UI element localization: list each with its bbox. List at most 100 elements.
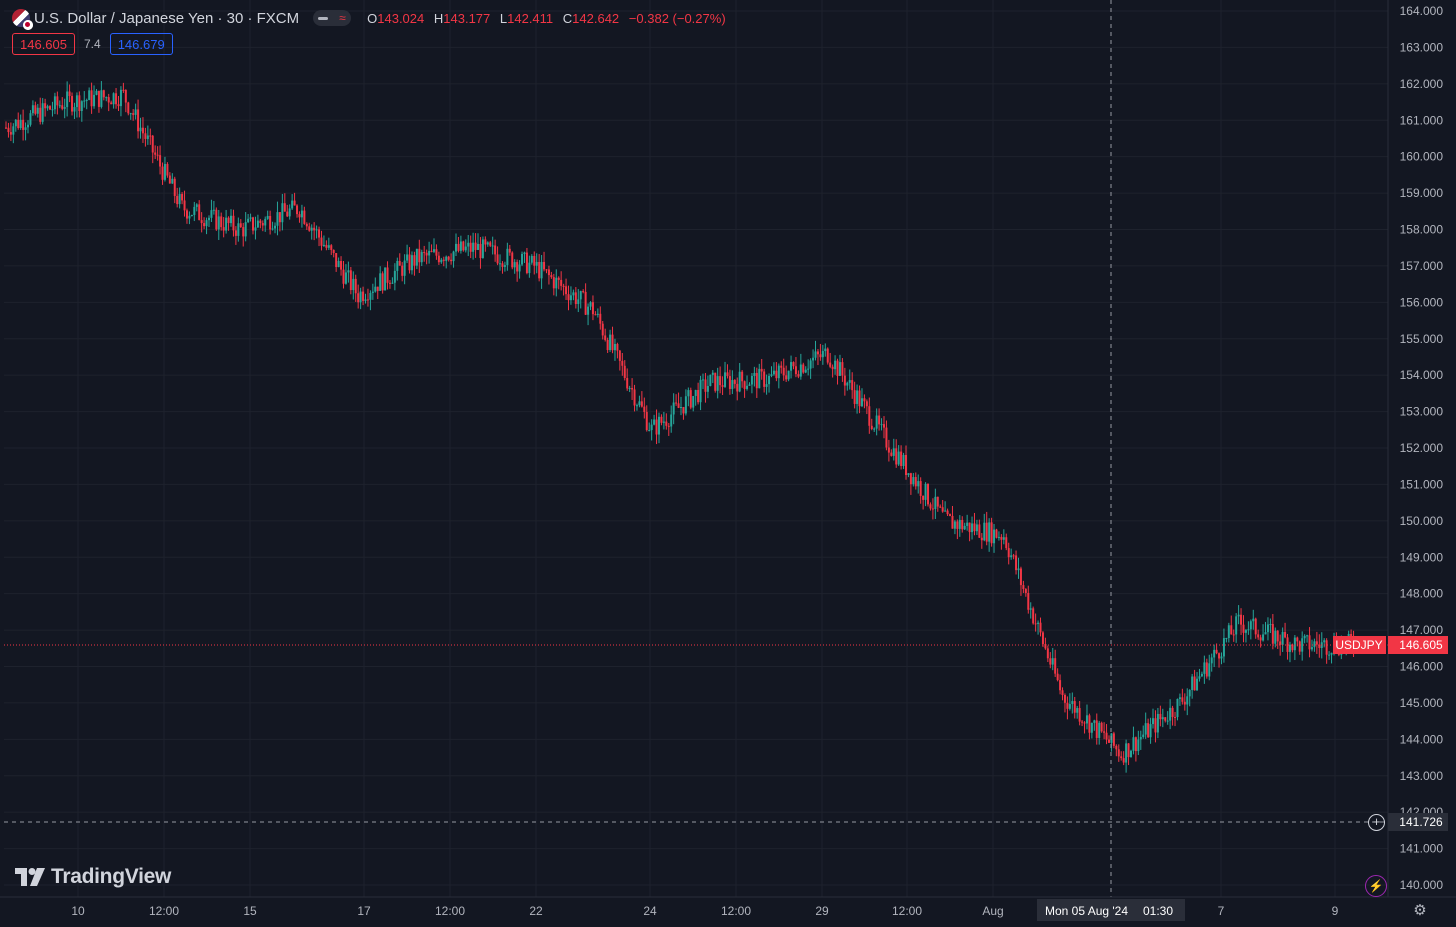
buy-button[interactable]: 146.679: [109, 33, 173, 55]
candle-body: [993, 529, 996, 544]
candle-body: [1218, 653, 1221, 659]
gear-icon[interactable]: ⚙: [1413, 902, 1427, 919]
candle-body: [491, 245, 494, 247]
time-tick-label: 12:00: [435, 904, 465, 918]
candle-body: [313, 227, 316, 231]
candle-body: [1306, 635, 1309, 637]
symbol-title[interactable]: U.S. Dollar / Japanese Yen · 30 · FXCM: [34, 9, 300, 27]
candle-body: [1213, 649, 1216, 658]
candle-body: [9, 132, 12, 135]
candle-body: [1242, 624, 1245, 633]
candle-body: [511, 252, 514, 268]
candle-body: [966, 522, 969, 526]
candle-body: [1252, 618, 1255, 622]
candle-body: [119, 89, 122, 107]
candle-body: [1225, 638, 1228, 640]
candle-body: [181, 194, 184, 201]
candle-body: [858, 390, 861, 407]
candle-body: [856, 390, 859, 404]
candle-body: [207, 217, 210, 221]
candle-body: [1281, 631, 1284, 645]
candle-body: [919, 481, 922, 496]
candle-body: [17, 119, 20, 129]
price-tick-label: 141.000: [1400, 842, 1444, 856]
candle-body: [760, 368, 763, 372]
add-alert-icon[interactable]: +: [1368, 814, 1385, 831]
candle-body: [978, 524, 981, 538]
candle-body: [675, 402, 678, 404]
candle-body: [513, 262, 516, 268]
sell-button[interactable]: 146.605: [12, 33, 75, 55]
candle-body: [286, 211, 289, 217]
candle-body: [256, 220, 259, 228]
candle-body: [1262, 634, 1265, 641]
candle-body: [193, 206, 196, 215]
candle-body: [41, 103, 44, 122]
candle-body: [261, 223, 264, 226]
price-tick-label: 151.000: [1400, 477, 1444, 491]
candle-body: [479, 243, 482, 259]
price-axis[interactable]: 164.000 163.000 162.000 161.000 160.000 159.0…: [1400, 4, 1444, 892]
time-axis[interactable]: 10 12:00 15 17 12:00 22 24 12:00 29 12:00 Aug 7 9: [71, 904, 1338, 918]
candle-body: [914, 477, 917, 487]
candle-body: [865, 401, 868, 407]
candle-body: [846, 382, 849, 386]
candle-body: [496, 254, 499, 264]
candle-body: [1269, 624, 1272, 626]
candle-body: [506, 248, 509, 266]
candle-body: [95, 90, 98, 95]
candle-body: [1024, 589, 1027, 593]
candle-body: [1186, 696, 1189, 705]
current-price-tag: [1388, 636, 1448, 654]
candle-body: [582, 291, 585, 293]
lightning-icon[interactable]: ⚡: [1365, 875, 1387, 897]
candle-body: [259, 220, 262, 224]
candle-body: [149, 135, 152, 137]
candle-body: [1232, 634, 1235, 636]
candle-body: [1154, 718, 1157, 733]
candle-body: [1259, 637, 1262, 641]
candle-body: [626, 377, 629, 389]
candle-body: [552, 277, 555, 289]
candle-body: [347, 270, 350, 273]
candle-body: [655, 419, 658, 435]
candle-body: [826, 348, 829, 363]
candle-body: [1286, 637, 1289, 652]
candle-body: [802, 364, 805, 373]
candle-body: [472, 242, 475, 252]
candle-body: [1132, 737, 1135, 751]
candle-body: [401, 265, 404, 276]
candle-body: [1264, 632, 1267, 635]
candle-body: [995, 529, 998, 538]
candle-body: [486, 242, 489, 245]
candle-body: [1083, 722, 1086, 724]
candle-body: [384, 267, 387, 291]
candle-body: [931, 508, 934, 510]
candle-body: [1191, 676, 1194, 691]
horizontal-grid: [4, 10, 1388, 886]
candle-body: [1015, 555, 1018, 571]
candle-body: [1000, 536, 1003, 540]
time-tick-label: 15: [243, 904, 257, 918]
usd-jpy-flag-icon: [12, 9, 33, 30]
candle-body: [1019, 568, 1022, 586]
candle-body: [122, 89, 125, 91]
indicator-toggle-icon[interactable]: ≈: [313, 10, 352, 26]
candle-body: [156, 154, 159, 156]
candle-body: [242, 227, 245, 237]
candle-body: [85, 99, 88, 101]
candle-body: [699, 379, 702, 403]
candle-body: [53, 96, 56, 110]
candles: [5, 81, 1355, 773]
candle-body: [672, 402, 675, 415]
candle-body: [327, 245, 330, 248]
candle-body: [110, 102, 113, 105]
candle-body: [878, 415, 881, 425]
candle-body: [785, 375, 788, 380]
tradingview-logo[interactable]: TradingView: [15, 865, 171, 889]
price-tick-label: 157.000: [1400, 259, 1444, 273]
candle-body: [1323, 640, 1326, 643]
candle-body: [792, 362, 795, 367]
candle-body: [1093, 720, 1096, 723]
